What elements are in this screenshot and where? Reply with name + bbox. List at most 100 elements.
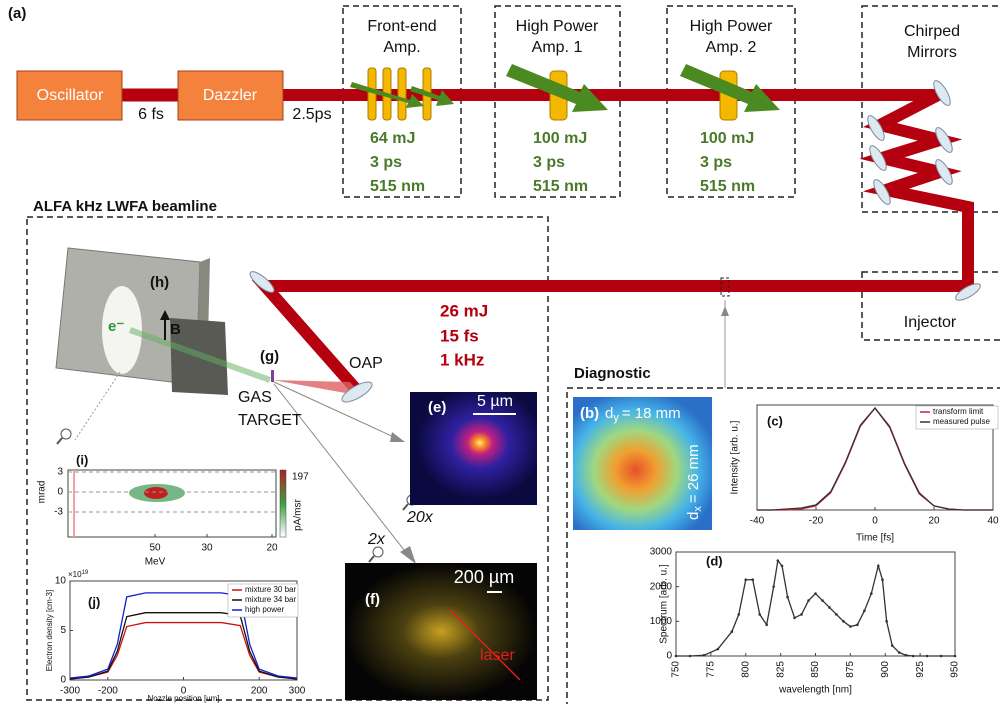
arrow-head (390, 432, 405, 442)
legend-label: measured pulse (933, 417, 990, 426)
data-point (849, 625, 852, 628)
electron-signal (144, 487, 168, 499)
axis-label: mrad (37, 481, 48, 504)
colorbar (280, 470, 286, 537)
x-tick-label: 775 (706, 661, 717, 678)
x-tick-label: 825 (775, 661, 786, 678)
stage-spec: 64 mJ (370, 130, 415, 147)
data-point (793, 617, 796, 620)
stage-title: Amp. 2 (706, 39, 757, 56)
beam-spec: 1 kHz (440, 350, 484, 369)
x-tick-label: 300 (289, 686, 306, 697)
axis-label: MeV (145, 557, 166, 568)
spectrometer-frame (68, 470, 276, 537)
data-point (737, 613, 740, 616)
stage-title: Amp. 1 (532, 39, 583, 56)
colorbar-max: 197 (292, 472, 309, 483)
stage-spec: 100 mJ (700, 130, 754, 147)
stage-title: Amp. (383, 39, 420, 56)
x-tick-label: 40 (987, 516, 999, 527)
scale-label: 5 µm (477, 393, 513, 410)
data-point (772, 585, 775, 588)
legend-label: mixture 34 bar (245, 595, 296, 604)
data-point (912, 655, 915, 658)
data-point (891, 644, 894, 647)
data-point (744, 578, 747, 581)
x-tick-label: -40 (750, 516, 765, 527)
stage-spec: 3 ps (370, 154, 402, 171)
panel-label: (i) (76, 452, 88, 467)
data-point (821, 599, 824, 602)
figure: (a) Oscillator Dazzler 6 fs 2.5ps Chirpe… (0, 0, 1000, 704)
stage-spec: 515 nm (370, 178, 425, 195)
crystal (368, 68, 376, 120)
legend-label: transform limit (933, 407, 984, 416)
data-point (870, 592, 873, 595)
panel-label: (f) (365, 591, 380, 608)
arrow-head (400, 546, 416, 564)
data-point (898, 651, 901, 654)
beam-spec: 26 mJ (440, 301, 488, 320)
laser-label: laser (480, 647, 515, 664)
x-tick-label: -300 (60, 686, 80, 697)
magnification: 2x (367, 531, 386, 548)
y-tick-label: 10 (55, 576, 67, 587)
data-point (703, 654, 706, 657)
axis-label: Spectrum [arb. u.] (659, 564, 670, 644)
axis-label: Time [fs] (856, 533, 894, 544)
y-tick-label: 0 (60, 675, 66, 686)
compressor-label: Chirped (904, 23, 960, 40)
axis-label: Intensity [arb. u.] (730, 420, 741, 494)
symbol: d (605, 405, 613, 422)
x-tick-label: 950 (950, 661, 961, 678)
y-tick-label: 5 (60, 625, 66, 636)
stage-title: High Power (516, 18, 599, 35)
x-tick-label: -20 (809, 516, 824, 527)
data-point (781, 565, 784, 568)
target-label: TARGET (238, 412, 302, 429)
arrow-head (721, 306, 729, 316)
data-point (905, 654, 908, 657)
stage-spec: 100 mJ (533, 130, 587, 147)
electron-label: e⁻ (108, 318, 124, 335)
axis-label: Nozzle position [um] (147, 694, 219, 703)
x-tick-label: 0 (872, 516, 878, 527)
gas-target (271, 370, 274, 382)
stage-title: High Power (690, 18, 773, 35)
stage-title: Front-end (367, 18, 436, 35)
panel-label: (a) (8, 5, 26, 22)
x-tick-label: 900 (880, 661, 891, 678)
legend-label: high power (245, 605, 284, 614)
x-tick-label: 20 (266, 543, 278, 554)
panel-label: (d) (706, 553, 723, 568)
data-point (814, 592, 817, 595)
data-point (863, 610, 866, 613)
data-point (926, 655, 929, 658)
stage-spec: 515 nm (700, 178, 755, 195)
exponent: ×1019 (68, 570, 89, 580)
injector-label: Injector (904, 314, 957, 331)
data-point (835, 613, 838, 616)
magnifier (57, 438, 62, 444)
data-point (856, 624, 859, 627)
axis-label: Electron density [cm-3] (45, 590, 54, 671)
y-tick-label: -3 (54, 507, 63, 518)
data-point (689, 655, 692, 658)
compressor-label: Mirrors (907, 44, 957, 61)
section-title: ALFA kHz LWFA beamline (33, 198, 217, 215)
axis-label: wavelength [nm] (778, 685, 852, 696)
target-label: GAS (238, 389, 272, 406)
x-tick-label: 30 (201, 543, 213, 554)
stage-spec: 3 ps (533, 154, 565, 171)
y-tick-label: 3 (57, 467, 63, 478)
index: x (692, 506, 704, 512)
x-tick-label: 20 (928, 516, 940, 527)
data-point (877, 565, 880, 568)
x-tick-label: 800 (740, 661, 751, 678)
panel-label: (c) (767, 413, 783, 428)
value: = 26 mm (685, 444, 702, 503)
data-point (675, 655, 678, 658)
oap-label: OAP (349, 355, 383, 372)
data-point (786, 596, 789, 599)
panel-label: (b) (580, 405, 599, 422)
